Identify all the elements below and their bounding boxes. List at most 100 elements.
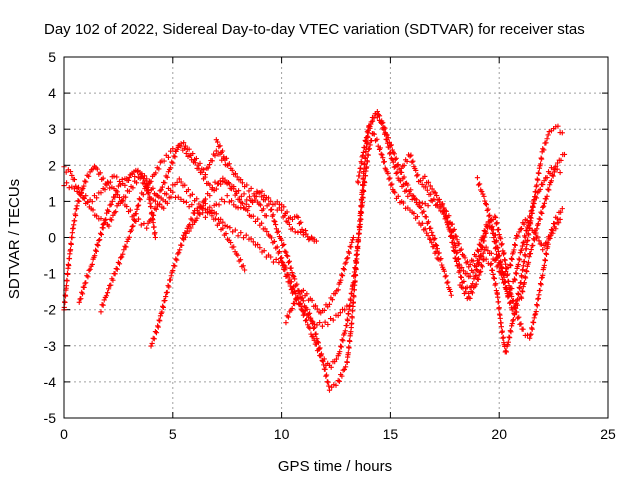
data-point xyxy=(476,272,482,278)
data-point xyxy=(488,250,494,256)
data-point xyxy=(339,273,346,279)
data-point xyxy=(363,148,369,155)
data-point xyxy=(547,235,553,242)
data-point xyxy=(529,325,535,331)
data-point xyxy=(242,267,248,273)
data-point xyxy=(519,288,525,294)
data-point xyxy=(479,264,485,270)
data-point xyxy=(543,196,549,202)
data-point xyxy=(114,266,120,272)
data-point xyxy=(196,201,202,207)
data-point xyxy=(364,159,371,165)
data-point xyxy=(286,221,292,228)
data-point xyxy=(93,248,99,254)
y-tick-label: -3 xyxy=(44,338,57,354)
data-point xyxy=(495,254,501,260)
data-point xyxy=(325,379,331,385)
data-point xyxy=(448,232,454,238)
data-point xyxy=(212,179,218,185)
data-point xyxy=(507,335,513,341)
data-point xyxy=(391,164,397,170)
data-point xyxy=(467,295,473,301)
data-point xyxy=(172,154,178,160)
data-point xyxy=(117,200,123,207)
data-point xyxy=(326,301,333,307)
data-point xyxy=(337,310,343,316)
data-point xyxy=(379,152,385,158)
x-tick-label: 25 xyxy=(600,426,616,442)
series-track-2 xyxy=(61,163,248,313)
data-point xyxy=(374,136,380,142)
data-point xyxy=(106,208,112,215)
data-point xyxy=(529,210,535,216)
data-point xyxy=(182,182,188,188)
data-point xyxy=(530,319,537,326)
data-point xyxy=(538,282,544,288)
data-point xyxy=(531,237,538,243)
data-point xyxy=(483,256,489,262)
data-point xyxy=(89,199,95,205)
data-point xyxy=(126,174,132,181)
data-point xyxy=(428,225,434,231)
data-point xyxy=(194,215,200,221)
data-point xyxy=(559,206,565,212)
data-point xyxy=(155,324,161,330)
data-point xyxy=(543,251,550,257)
data-point xyxy=(305,322,311,328)
data-point xyxy=(159,309,165,315)
data-point xyxy=(277,255,284,262)
data-point xyxy=(116,194,123,201)
y-tick-label: 1 xyxy=(48,193,56,209)
data-point xyxy=(81,195,87,202)
data-point xyxy=(505,342,511,348)
data-point xyxy=(63,283,70,289)
data-point xyxy=(67,168,74,175)
data-point xyxy=(69,235,75,241)
data-point xyxy=(320,358,326,364)
data-point xyxy=(540,181,546,188)
data-point xyxy=(513,270,519,276)
data-point xyxy=(84,273,90,279)
data-point xyxy=(550,230,556,236)
data-point xyxy=(381,159,388,165)
data-point xyxy=(429,229,435,235)
data-point xyxy=(262,197,268,203)
data-point xyxy=(67,247,74,253)
data-point xyxy=(68,241,74,248)
y-axis-label: SDTVAR / TECUs xyxy=(6,179,23,299)
data-point xyxy=(434,246,441,252)
data-point xyxy=(78,296,84,302)
data-point xyxy=(364,164,370,170)
data-point xyxy=(475,261,481,267)
data-point xyxy=(495,299,502,305)
data-point xyxy=(458,274,464,281)
data-point xyxy=(102,217,108,223)
data-point xyxy=(292,229,298,235)
data-point xyxy=(443,213,449,219)
data-point xyxy=(482,234,488,240)
data-point xyxy=(221,199,228,205)
data-point xyxy=(540,146,546,152)
data-point xyxy=(548,178,555,184)
data-point xyxy=(547,182,553,188)
data-point xyxy=(425,233,431,239)
data-point xyxy=(488,260,494,267)
data-point xyxy=(469,290,476,296)
data-point xyxy=(183,150,189,157)
data-point xyxy=(346,345,352,351)
data-point xyxy=(397,178,404,184)
data-point xyxy=(526,232,532,238)
data-point xyxy=(454,249,460,255)
data-point xyxy=(64,278,70,284)
data-point xyxy=(431,196,437,202)
data-point xyxy=(81,183,87,189)
data-point xyxy=(139,171,145,177)
data-point xyxy=(236,188,242,194)
data-point xyxy=(515,233,521,239)
data-point xyxy=(69,172,75,179)
data-point xyxy=(141,173,148,179)
data-point xyxy=(351,287,357,293)
data-point xyxy=(318,351,325,357)
data-point xyxy=(239,200,246,206)
data-point xyxy=(136,196,142,202)
